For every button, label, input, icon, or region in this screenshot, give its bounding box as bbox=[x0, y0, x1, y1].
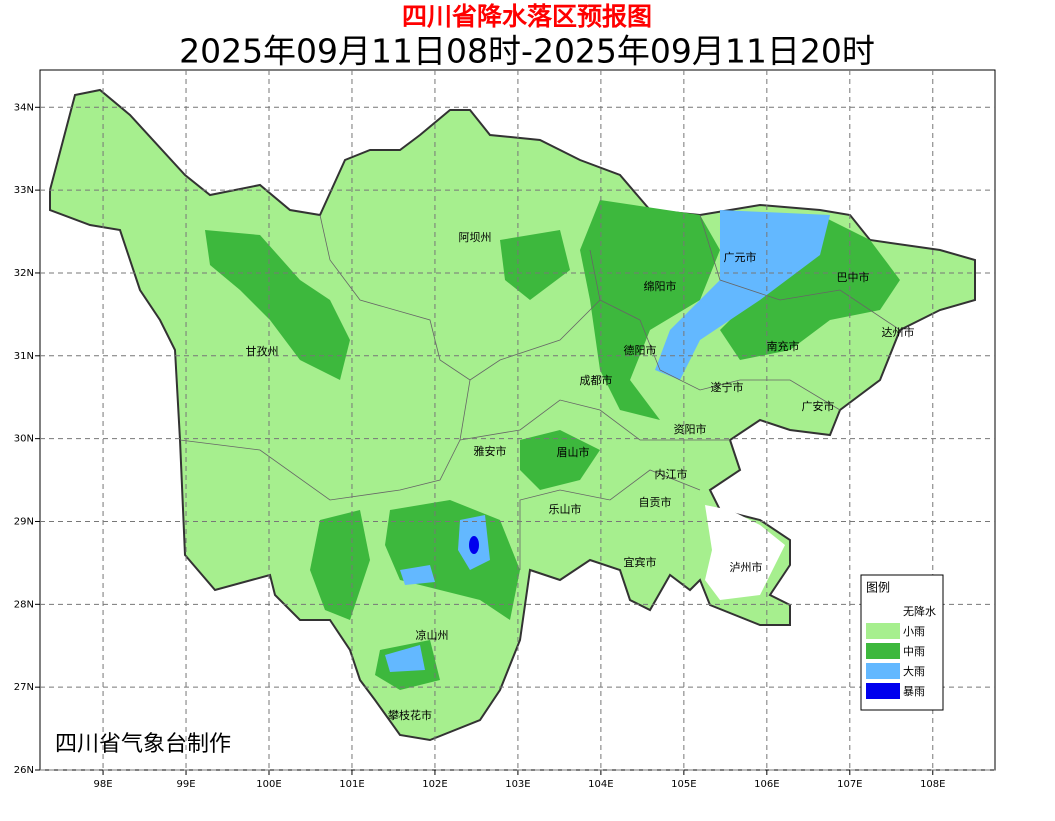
city-label: 广安市 bbox=[802, 399, 835, 413]
rainstorm-area bbox=[469, 536, 479, 554]
heavy-rain-area bbox=[655, 210, 830, 380]
x-tick-label: 105E bbox=[671, 779, 696, 790]
city-label: 宜宾市 bbox=[624, 555, 657, 569]
y-tick-label: 34N bbox=[14, 102, 34, 113]
legend-swatch bbox=[866, 623, 900, 639]
city-label: 内江市 bbox=[655, 467, 688, 481]
city-label: 成都市 bbox=[580, 373, 613, 387]
city-label: 巴中市 bbox=[837, 270, 870, 284]
moderate-rain-area bbox=[310, 510, 370, 620]
x-tick-label: 108E bbox=[920, 779, 945, 790]
city-label: 凉山州 bbox=[416, 628, 449, 642]
moderate-rain-area bbox=[205, 230, 350, 380]
heavy-rain-area bbox=[400, 565, 435, 585]
y-tick-label: 33N bbox=[14, 185, 34, 196]
legend-label: 大雨 bbox=[903, 664, 925, 678]
city-label: 自贡市 bbox=[639, 495, 672, 509]
y-tick-label: 27N bbox=[14, 682, 34, 693]
legend-label: 小雨 bbox=[903, 625, 925, 638]
map-subtitle: 2025年09月11日08时-2025年09月11日20时 bbox=[179, 32, 875, 71]
city-label: 南充市 bbox=[767, 339, 800, 353]
map-title: 四川省降水落区预报图 bbox=[402, 2, 652, 31]
legend-swatch bbox=[866, 663, 900, 679]
city-label: 阿坝州 bbox=[459, 230, 492, 244]
x-tick-label: 103E bbox=[505, 779, 530, 790]
city-label: 广元市 bbox=[724, 250, 757, 264]
y-tick-label: 28N bbox=[14, 599, 34, 610]
x-tick-label: 104E bbox=[588, 779, 613, 790]
city-label: 资阳市 bbox=[674, 422, 707, 436]
precip-regions bbox=[49, 88, 976, 742]
legend-swatch bbox=[866, 603, 900, 619]
legend-title: 图例 bbox=[866, 581, 890, 595]
moderate-rain-area bbox=[580, 200, 720, 420]
city-label: 眉山市 bbox=[557, 445, 590, 459]
legend-swatch bbox=[866, 683, 900, 699]
boundaries bbox=[179, 214, 901, 570]
x-tick-label: 101E bbox=[339, 779, 364, 790]
credit: 四川省气象台制作 bbox=[55, 732, 231, 757]
x-tick-label: 102E bbox=[422, 779, 447, 790]
city-labels: 阿坝州 甘孜州 广元市 巴中市 绵阳市 达州市 德阳市 南充市 成都市 遂宁市 … bbox=[246, 230, 915, 722]
x-tick-label: 100E bbox=[256, 779, 281, 790]
y-tick-label: 32N bbox=[14, 268, 34, 279]
no-rain-area bbox=[705, 505, 785, 600]
legend-label: 中雨 bbox=[903, 645, 925, 658]
moderate-rain-area bbox=[720, 215, 900, 360]
city-label: 泸州市 bbox=[730, 560, 763, 574]
city-label: 雅安市 bbox=[474, 444, 507, 458]
y-tick-label: 31N bbox=[14, 351, 34, 362]
city-label: 绵阳市 bbox=[644, 279, 677, 293]
heavy-rain-area bbox=[385, 645, 425, 672]
legend-label: 无降水 bbox=[903, 604, 936, 618]
city-label: 遂宁市 bbox=[711, 380, 744, 394]
x-tick-label: 106E bbox=[754, 779, 779, 790]
x-tick-label: 107E bbox=[837, 779, 862, 790]
moderate-rain-area bbox=[500, 230, 570, 300]
legend-swatch bbox=[866, 643, 900, 659]
legend-label: 暴雨 bbox=[903, 685, 925, 698]
city-label: 甘孜州 bbox=[246, 344, 279, 358]
x-tick-label: 98E bbox=[94, 779, 113, 790]
city-label: 乐山市 bbox=[549, 502, 582, 516]
city-label: 攀枝花市 bbox=[388, 708, 432, 722]
graticule: 98E 99E 100E 101E 102E 103E 104E 105E 106E 107E 10… bbox=[14, 70, 995, 790]
city-label: 达州市 bbox=[882, 325, 915, 339]
y-tick-label: 29N bbox=[14, 516, 34, 527]
moderate-rain-area bbox=[520, 430, 600, 490]
city-label: 德阳市 bbox=[624, 343, 657, 357]
x-tick-label: 99E bbox=[177, 779, 196, 790]
y-tick-label: 26N bbox=[14, 765, 34, 776]
y-tick-label: 30N bbox=[14, 434, 34, 445]
